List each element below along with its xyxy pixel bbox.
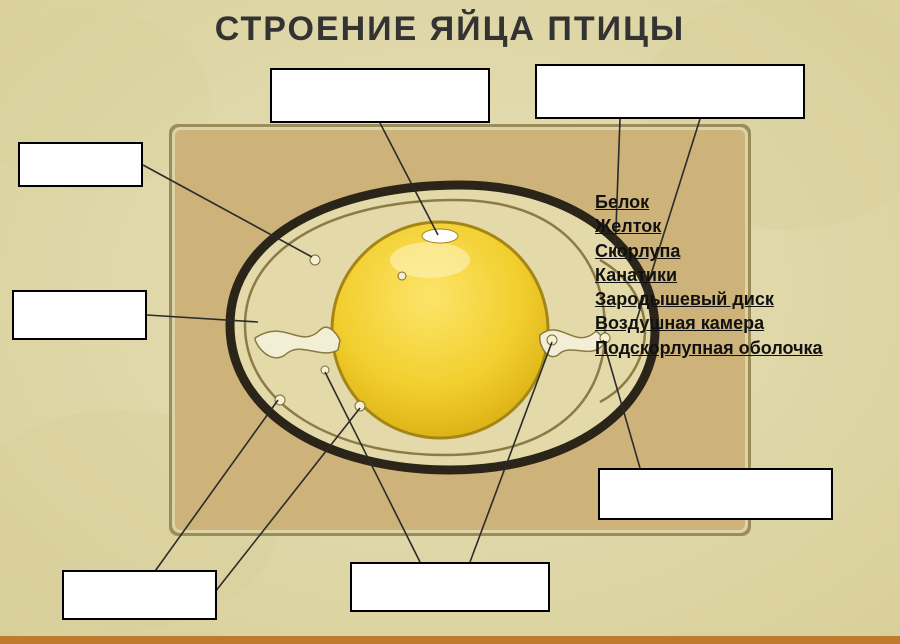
legend-item-0: Белок bbox=[595, 190, 823, 214]
legend-word-bank: БелокЖелтокСкорлупаКанатикиЗародышевый д… bbox=[595, 190, 823, 360]
label-box-top-center[interactable] bbox=[270, 68, 490, 123]
label-box-left-mid[interactable] bbox=[12, 290, 147, 340]
legend-item-2: Скорлупа bbox=[595, 239, 823, 263]
label-box-bottom-left[interactable] bbox=[62, 570, 217, 620]
legend-item-6: Подскорлупная оболочка bbox=[595, 336, 823, 360]
legend-item-4: Зародышевый диск bbox=[595, 287, 823, 311]
legend-item-5: Воздушная камера bbox=[595, 311, 823, 335]
label-box-top-right[interactable] bbox=[535, 64, 805, 119]
label-box-bottom-mid[interactable] bbox=[350, 562, 550, 612]
label-box-left-upper[interactable] bbox=[18, 142, 143, 187]
diagram-stage: СТРОЕНИЕ ЯЙЦА ПТИЦЫ БелокЖелтокСкорлупаК… bbox=[0, 0, 900, 644]
legend-item-3: Канатики bbox=[595, 263, 823, 287]
page-title: СТРОЕНИЕ ЯЙЦА ПТИЦЫ bbox=[0, 10, 900, 49]
legend-item-1: Желток bbox=[595, 214, 823, 238]
label-box-right-lower[interactable] bbox=[598, 468, 833, 520]
